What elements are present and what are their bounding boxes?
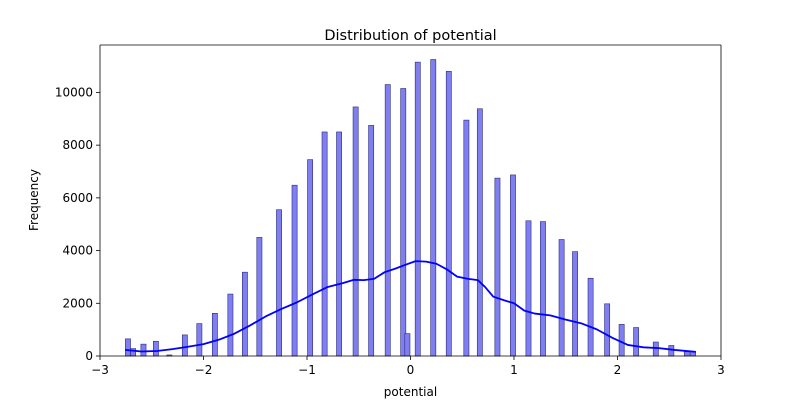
histogram-bar xyxy=(212,312,218,357)
histogram-bar xyxy=(384,84,391,357)
histogram-bar xyxy=(276,209,282,357)
histogram-bar xyxy=(652,341,659,357)
histogram-bar xyxy=(196,323,203,357)
x-axis-label: potential xyxy=(384,385,437,399)
axes-layer xyxy=(99,44,722,357)
histogram-bar xyxy=(140,343,147,357)
y-axis-label: Frequency xyxy=(27,169,41,231)
histogram-bar xyxy=(321,131,328,357)
x-tick-label: 2 xyxy=(614,363,622,377)
x-tick-label: 3 xyxy=(717,363,725,377)
histogram-bar xyxy=(510,174,516,357)
histogram-bar xyxy=(463,119,470,357)
y-tick-label: 2000 xyxy=(62,296,93,310)
y-tick-label: 0 xyxy=(85,349,93,363)
histogram-bar xyxy=(336,131,342,357)
y-tick-label: 4000 xyxy=(62,244,93,258)
x-tick-label: −3 xyxy=(91,363,109,377)
y-ticks: 0 2000 4000 6000 8000 10000 xyxy=(55,85,100,363)
histogram-bar xyxy=(414,61,421,357)
x-tick-label: 0 xyxy=(407,363,415,377)
histogram-bar xyxy=(476,108,483,357)
histogram-bar xyxy=(242,271,248,357)
x-tick-label: 1 xyxy=(510,363,518,377)
histogram-bar xyxy=(404,333,411,357)
kde-layer xyxy=(124,260,697,353)
chart-title: Distribution of potential xyxy=(324,28,496,44)
histogram-bar xyxy=(430,59,437,357)
histogram-bar xyxy=(572,251,578,357)
histogram-bar xyxy=(604,303,611,357)
histogram-bar xyxy=(445,71,452,357)
histogram-bar xyxy=(587,277,594,357)
histogram-bar xyxy=(525,220,532,357)
histogram-bar xyxy=(153,340,159,357)
histogram-bar xyxy=(256,237,263,357)
histogram-bar xyxy=(227,293,234,357)
histogram-bar xyxy=(683,351,690,357)
histogram-bar xyxy=(400,88,407,357)
kde-curve xyxy=(124,260,697,353)
histogram-bar xyxy=(291,184,298,357)
x-ticks: −3 −2 −1 0 1 2 3 xyxy=(91,356,725,377)
histogram-bar xyxy=(125,338,131,357)
histogram-bar xyxy=(368,125,375,357)
histogram-bar xyxy=(352,106,359,357)
x-tick-label: −1 xyxy=(298,363,316,377)
histogram-bar xyxy=(494,177,501,357)
histogram-bar xyxy=(633,327,640,357)
y-tick-label: 10000 xyxy=(55,85,93,99)
histogram-bar xyxy=(558,239,565,357)
y-tick-label: 8000 xyxy=(62,138,93,152)
histogram-bar xyxy=(307,159,313,357)
y-tick-label: 6000 xyxy=(62,191,93,205)
histogram-bar xyxy=(618,324,625,357)
x-tick-label: −2 xyxy=(195,363,213,377)
histogram-bar xyxy=(540,221,546,357)
histogram-bar xyxy=(668,345,675,357)
histogram-bar xyxy=(181,334,188,357)
bars-layer xyxy=(125,59,696,357)
